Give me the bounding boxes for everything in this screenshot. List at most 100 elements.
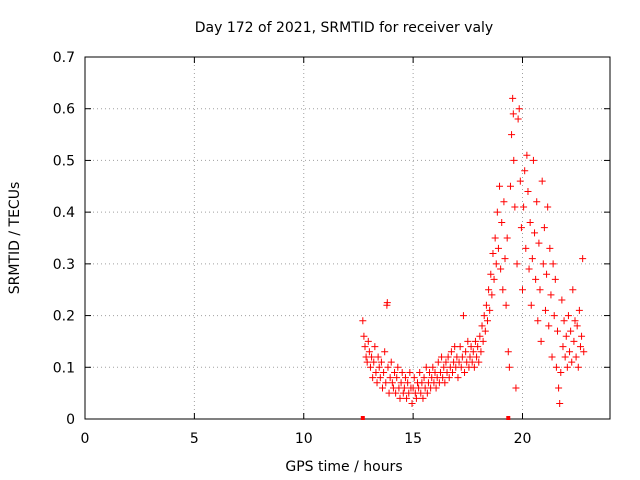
data-point [531, 229, 539, 237]
data-point [412, 394, 420, 402]
data-point [568, 358, 576, 366]
data-point [360, 332, 368, 340]
data-point [558, 296, 566, 304]
data-point [423, 389, 431, 397]
data-point [368, 353, 376, 361]
data-point [561, 353, 569, 361]
data-point [552, 363, 560, 371]
data-point [478, 322, 486, 330]
data-point [560, 317, 568, 325]
data-point [422, 363, 430, 371]
x-tick-label: 15 [404, 431, 422, 447]
data-point [541, 306, 549, 314]
data-point [559, 343, 567, 351]
data-point [519, 286, 526, 294]
y-tick-label: 0.4 [53, 205, 75, 221]
data-points [359, 94, 588, 407]
data-point [566, 348, 574, 356]
data-point [574, 363, 582, 371]
data-point [557, 368, 565, 376]
data-point [477, 348, 485, 356]
baseline-marker [506, 416, 511, 420]
data-point [579, 255, 587, 263]
x-tick-label: 5 [190, 431, 199, 447]
baseline-marker [360, 416, 365, 420]
data-point [438, 353, 446, 361]
data-point [562, 332, 570, 340]
data-point [494, 244, 502, 252]
data-point [386, 374, 394, 382]
data-point [544, 203, 552, 211]
data-point [476, 332, 484, 340]
data-point [377, 358, 385, 366]
data-point [455, 358, 463, 366]
data-point [459, 312, 467, 320]
data-point [408, 399, 416, 407]
data-point [396, 394, 404, 402]
data-point [401, 374, 409, 382]
data-point [480, 312, 488, 320]
data-point [509, 110, 517, 118]
data-point [417, 389, 425, 397]
data-point [365, 348, 373, 356]
data-point [529, 156, 537, 164]
data-point [385, 389, 393, 397]
data-point [420, 374, 428, 382]
data-point [506, 182, 514, 190]
data-point [508, 131, 516, 139]
data-point [485, 286, 493, 294]
data-point [516, 177, 524, 185]
data-point [373, 379, 381, 387]
grid-lines [85, 57, 610, 419]
data-point [511, 203, 519, 211]
data-point [570, 337, 578, 345]
data-point [500, 198, 508, 206]
data-point [548, 353, 556, 361]
data-point [487, 270, 495, 278]
data-point [555, 384, 563, 392]
data-point [376, 374, 384, 382]
data-point [371, 343, 379, 351]
data-point [361, 343, 369, 351]
data-point [575, 306, 583, 314]
data-point [534, 317, 542, 325]
y-tick-label: 0.7 [53, 50, 75, 66]
x-axis-ticks: 0 5 10 15 20 [81, 57, 532, 447]
data-point [405, 389, 413, 397]
data-point [469, 348, 477, 356]
data-point [391, 368, 399, 376]
data-point [363, 358, 371, 366]
x-tick-label: 0 [81, 431, 90, 447]
data-point [503, 234, 511, 242]
data-point [436, 368, 444, 376]
data-point [522, 244, 530, 252]
y-tick-label: 0.1 [53, 360, 75, 376]
data-point [580, 348, 588, 356]
data-point [370, 358, 378, 366]
data-point [366, 363, 374, 371]
data-point [502, 301, 510, 309]
data-point [432, 384, 440, 392]
data-point [527, 301, 535, 309]
data-point [520, 203, 528, 211]
data-point [535, 239, 543, 247]
data-point [515, 105, 523, 113]
y-tick-label: 0.3 [53, 257, 75, 273]
y-axis-label: SRMTID / TECUs [7, 182, 23, 295]
data-point [578, 332, 586, 340]
y-tick-label: 0.6 [53, 102, 75, 118]
data-point [510, 156, 518, 164]
data-point [372, 368, 380, 376]
x-axis-label: GPS time / hours [285, 459, 402, 475]
data-point [374, 353, 382, 361]
data-point [521, 167, 529, 175]
data-point [440, 363, 448, 371]
x-tick-label: 20 [514, 431, 532, 447]
y-tick-label: 0.5 [53, 153, 75, 169]
data-point [454, 374, 462, 382]
data-point [397, 379, 405, 387]
data-point [538, 177, 546, 185]
data-point [379, 384, 386, 392]
data-point [406, 368, 414, 376]
data-point [441, 379, 449, 387]
